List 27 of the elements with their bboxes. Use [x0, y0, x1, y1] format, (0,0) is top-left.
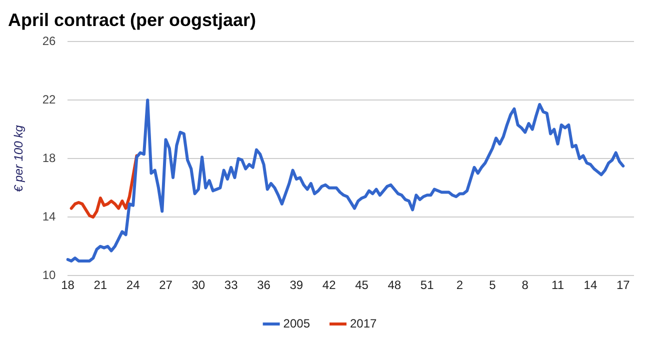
x-tick-label: 8	[522, 278, 529, 292]
x-tick-label: 45	[355, 278, 369, 292]
x-tick-label: 39	[290, 278, 304, 292]
y-tick-label: 22	[42, 92, 56, 106]
chart-title: April contract (per oogstjaar)	[8, 10, 256, 30]
y-tick-label: 14	[42, 209, 56, 224]
x-tick-label: 48	[388, 278, 402, 292]
x-tick-label: 30	[192, 278, 206, 292]
x-tick-label: 18	[61, 278, 75, 292]
y-tick-label: 10	[42, 268, 56, 282]
x-tick-label: 33	[224, 278, 238, 292]
x-tick-label: 2	[456, 278, 464, 292]
x-tick-label: 17	[616, 278, 630, 292]
y-tick-label: 18	[42, 150, 56, 165]
legend-label: 2017	[350, 316, 378, 330]
x-tick-label: 51	[420, 278, 434, 292]
x-tick-label: 42	[322, 278, 336, 292]
x-tick-label: 21	[94, 278, 108, 292]
x-tick-label: 11	[552, 278, 564, 292]
legend-label: 2005	[283, 316, 310, 330]
x-tick-label: 5	[489, 278, 496, 292]
y-axis-title: € per 100 kg	[12, 124, 26, 192]
x-tick-label: 36	[257, 278, 271, 292]
x-tick-label: 27	[159, 278, 173, 292]
x-tick-label: 24	[126, 278, 140, 292]
x-tick-label: 14	[584, 278, 598, 292]
y-tick-label: 26	[42, 34, 56, 48]
